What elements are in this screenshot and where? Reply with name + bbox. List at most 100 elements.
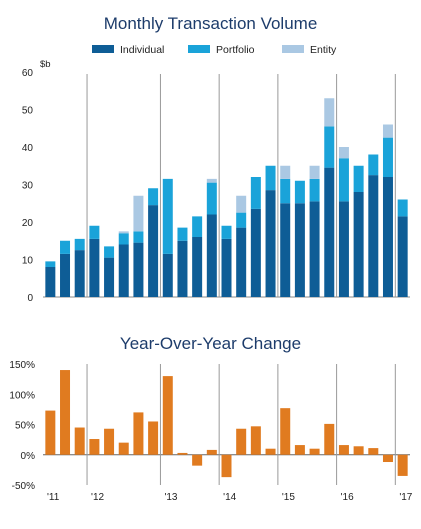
yoy-bar [280,408,291,455]
volume-bar-individual [133,242,144,297]
volume-bar-individual [294,203,305,297]
yoy-bar [382,454,393,463]
volume-bar-entity [280,165,291,179]
yoy-bar [397,454,408,476]
yoy-bar [309,448,320,455]
volume-y-tick-label: 30 [22,181,34,192]
volume-y-tick-label: 0 [27,293,33,304]
volume-bar-individual [74,250,85,297]
volume-bar-individual [368,175,379,297]
yoy-bar [236,428,247,455]
volume-bar-portfolio [250,177,261,209]
yoy-bar [250,426,261,455]
legend-swatch-portfolio [188,45,210,53]
yoy-bar [118,442,129,455]
yoy-x-period-label: '11 [47,492,60,503]
volume-bar-individual [45,267,56,297]
yoy-y-tick-label: 100% [9,390,35,401]
volume-bar-portfolio [162,178,173,254]
volume-bar-portfolio [397,199,408,217]
volume-bar-entity [206,178,217,183]
volume-y-tick-label: 50 [22,106,34,117]
yoy-bar [45,410,56,455]
volume-bar-portfolio [265,165,276,191]
volume-bar-portfolio [382,137,393,177]
volume-bar-individual [177,240,188,297]
yoy-bar [338,445,349,455]
yoy-x-period-label: '17 [399,492,412,503]
volume-bar-individual [397,216,408,297]
yoy-bar [294,445,305,455]
volume-bar-portfolio [294,180,305,204]
legend-swatch-entity [282,45,304,53]
yoy-bar [192,454,203,466]
volume-bar-portfolio [177,227,188,241]
volume-bar-entity [236,195,247,213]
yoy-x-period-label: '15 [282,492,295,503]
yoy-bar [368,448,379,455]
yoy-bar [353,446,364,455]
volume-bar-individual [236,227,247,297]
volume-bar-portfolio [368,154,379,176]
yoy-x-period-label: '14 [223,492,236,503]
yoy-bar [324,423,335,455]
yoy-bar [265,448,276,455]
yoy-x-period-label: '13 [164,492,177,503]
yoy-y-tick-label: -50% [12,481,35,492]
volume-bar-individual [382,177,393,297]
yoy-bar [104,428,115,455]
yoy-chart-title: Year-Over-Year Change [119,334,302,353]
volume-bar-portfolio [338,158,349,202]
yoy-bar [177,452,188,455]
volume-y-tick-label: 10 [22,256,34,267]
volume-bar-portfolio [192,216,203,237]
volume-bar-individual [104,257,115,297]
volume-bar-individual [338,201,349,297]
volume-bar-portfolio [280,178,291,204]
volume-bar-portfolio [89,225,100,239]
yoy-y-tick-label: 50% [15,421,35,432]
volume-bar-entity [338,147,349,159]
volume-bar-individual [118,244,129,297]
volume-bar-individual [309,201,320,297]
volume-bar-portfolio [60,240,71,254]
volume-bar-individual [162,253,173,297]
volume-bar-entity [133,195,144,232]
yoy-x-period-label: '12 [91,492,104,503]
volume-bar-portfolio [206,182,217,215]
volume-bar-individual [89,238,100,297]
volume-bar-portfolio [221,225,232,239]
volume-y-tick-label: 60 [22,68,34,79]
volume-bar-individual [206,214,217,297]
yoy-bar [221,454,232,478]
volume-bar-individual [353,192,364,297]
volume-bar-portfolio [353,165,364,192]
yoy-bar [74,427,85,455]
yoy-bar [89,439,100,455]
legend-label-entity: Entity [310,44,337,56]
yoy-bar [60,370,71,455]
volume-bar-individual [60,253,71,297]
yoy-x-period-label: '16 [341,492,354,503]
legend-label-individual: Individual [120,44,164,56]
volume-bar-individual [280,203,291,297]
volume-bar-individual [192,237,203,297]
legend-label-portfolio: Portfolio [216,44,255,56]
volume-bar-entity [324,98,335,127]
volume-bar-portfolio [236,212,247,228]
volume-y-unit-label: $b [40,59,51,70]
volume-bar-entity [118,231,129,234]
volume-y-tick-label: 20 [22,218,34,229]
volume-bar-portfolio [118,233,129,245]
yoy-bar [148,421,159,455]
volume-bar-individual [250,208,261,297]
volume-bar-portfolio [133,231,144,243]
yoy-bar [162,376,173,455]
volume-bar-portfolio [104,246,115,258]
volume-bar-portfolio [309,178,320,202]
volume-bar-portfolio [324,126,335,168]
volume-chart-title: Monthly Transaction Volume [103,14,318,33]
volume-bar-entity [309,165,320,179]
yoy-bar [206,449,217,455]
